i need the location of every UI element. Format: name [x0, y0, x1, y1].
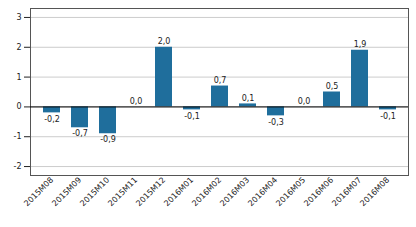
svg-text:0,7: 0,7	[214, 76, 227, 85]
svg-text:0,1: 0,1	[242, 94, 255, 103]
svg-text:2016M01: 2016M01	[162, 175, 195, 208]
svg-text:2015M12: 2015M12	[134, 175, 167, 208]
svg-text:2,0: 2,0	[158, 37, 171, 46]
svg-text:-2: -2	[14, 162, 22, 171]
svg-text:2015M11: 2015M11	[106, 175, 139, 208]
svg-text:2016M06: 2016M06	[302, 175, 335, 208]
svg-text:2015M09: 2015M09	[50, 175, 83, 208]
svg-text:2016M08: 2016M08	[358, 175, 391, 208]
svg-text:2015M08: 2015M08	[22, 175, 55, 208]
svg-text:2016M03: 2016M03	[218, 175, 251, 208]
svg-text:0,0: 0,0	[130, 97, 143, 106]
svg-text:-0,9: -0,9	[100, 135, 116, 144]
svg-text:0,0: 0,0	[298, 97, 311, 106]
svg-text:-0,1: -0,1	[380, 112, 396, 121]
svg-text:-0,3: -0,3	[268, 118, 284, 127]
svg-text:3: 3	[16, 13, 21, 22]
svg-text:2016M07: 2016M07	[330, 175, 363, 208]
svg-text:-0,7: -0,7	[72, 129, 88, 138]
svg-text:-1: -1	[14, 132, 22, 141]
svg-text:2016M05: 2016M05	[274, 175, 307, 208]
svg-text:2016M04: 2016M04	[246, 175, 279, 208]
svg-text:1,9: 1,9	[354, 40, 367, 49]
svg-text:0,5: 0,5	[326, 82, 339, 91]
svg-text:1: 1	[16, 73, 21, 82]
svg-text:0: 0	[16, 102, 21, 111]
svg-text:2016M02: 2016M02	[190, 175, 223, 208]
svg-text:2: 2	[16, 43, 21, 52]
svg-text:-0,1: -0,1	[184, 112, 200, 121]
svg-text:2015M10: 2015M10	[78, 175, 111, 208]
svg-text:-0,2: -0,2	[44, 115, 60, 124]
